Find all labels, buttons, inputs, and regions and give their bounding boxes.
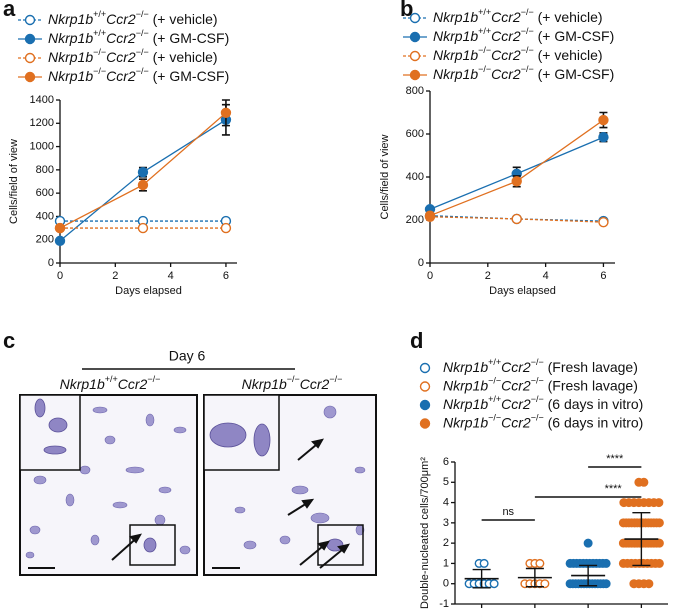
y-tick-label: 0 (418, 257, 424, 269)
y-axis-label: Cells/field of view (379, 134, 391, 219)
data-point (598, 114, 609, 126)
data-point (583, 538, 593, 548)
data-point (54, 235, 66, 247)
y-tick-label: 400 (36, 210, 54, 222)
legend-label: Nkrp1b+/+Ccr2−/− (+ GM-CSF) (433, 26, 614, 43)
legend-label: Nkrp1b+/+Ccr2−/− (Fresh lavage) (443, 357, 638, 374)
data-point (644, 579, 654, 589)
legend-marker (419, 381, 431, 392)
y-tick-label: 1000 (30, 140, 54, 152)
x-tick-label: 2 (485, 270, 491, 282)
data-point (639, 477, 649, 487)
x-tick-label: 0 (427, 270, 433, 282)
data-point (489, 579, 499, 589)
y-tick-label: 200 (406, 214, 424, 226)
data-point (424, 210, 436, 221)
significance-label: **** (606, 453, 624, 465)
x-axis-label: Days elapsed (115, 285, 182, 297)
cells (25, 405, 366, 559)
panel-label: c (3, 328, 15, 353)
legend-marker (419, 399, 431, 411)
data-point (137, 179, 149, 191)
data-point (479, 558, 489, 568)
data-point (598, 132, 609, 143)
data-point (654, 498, 664, 508)
y-tick-label: 600 (406, 128, 424, 140)
y-tick-label: 0 (443, 578, 449, 590)
y-tick-label: 800 (36, 164, 54, 176)
y-tick-label: 400 (406, 171, 424, 183)
legend-label: Nkrp1b+/+Ccr2−/− (+ vehicle) (48, 9, 218, 26)
data-point (598, 216, 609, 228)
data-point (54, 222, 66, 234)
data-point (654, 518, 664, 528)
x-tick-label: 0 (57, 270, 63, 282)
data-point (601, 558, 611, 568)
legend-label: Nkrp1b−/−Ccr2−/− (+ GM-CSF) (48, 66, 229, 83)
inset-cells (34, 398, 344, 553)
legend-marker (419, 362, 431, 374)
data-point (535, 558, 545, 568)
arrows (28, 438, 350, 569)
x-tick-label: 6 (600, 270, 606, 282)
x-axis-label: Days elapsed (489, 285, 556, 297)
legend-marker (409, 31, 421, 43)
legend-label: Nkrp1b+/+Ccr2−/− (+ GM-CSF) (48, 28, 229, 45)
panel-label: b (400, 0, 413, 21)
legend-marker (409, 12, 421, 24)
legend-label: Nkrp1b−/−Ccr2−/− (Fresh lavage) (443, 376, 638, 393)
legend-label: Nkrp1b−/−Ccr2−/− (6 days in vitro) (443, 413, 643, 430)
y-tick-label: 0 (48, 257, 54, 269)
y-tick-label: 200 (36, 234, 54, 246)
legend-marker (409, 50, 421, 62)
data-point (601, 579, 611, 589)
legend-label: Nkrp1b+/+Ccr2−/− (6 days in vitro) (443, 394, 643, 411)
data-point (137, 222, 149, 234)
legend-marker (24, 71, 36, 83)
panel-label: a (3, 0, 16, 21)
legend-label: Nkrp1b−/−Ccr2−/− (+ vehicle) (48, 47, 218, 64)
y-tick-label: 3 (443, 517, 449, 529)
data-point (654, 558, 664, 568)
y-tick-label: 5 (443, 476, 449, 488)
legend-marker (24, 52, 36, 64)
legend-label: Nkrp1b+/+Ccr2−/− (+ vehicle) (433, 7, 603, 24)
x-tick-label: 4 (543, 270, 549, 282)
data-point (511, 213, 522, 225)
panel-title: Day 6 (169, 348, 206, 364)
legend-marker (24, 33, 36, 45)
y-tick-label: 6 (443, 456, 449, 468)
legend-marker (24, 14, 36, 26)
data-point (220, 107, 232, 119)
y-tick-label: 800 (406, 85, 424, 97)
y-tick-label: 1400 (30, 94, 54, 106)
x-tick-label: 6 (223, 270, 229, 282)
data-point (511, 176, 522, 187)
significance-label: **** (605, 483, 623, 495)
data-point (654, 538, 664, 548)
legend-marker (419, 418, 431, 429)
micrograph-panel: c Day 6 Nkrp1b+/+Ccr2−/− Nkrp1b−/−Ccr2−/… (3, 328, 377, 576)
data-point (137, 166, 149, 178)
image-label: Nkrp1b−/−Ccr2−/− (242, 374, 343, 391)
y-tick-label: 2 (443, 537, 449, 549)
y-tick-label: 600 (36, 187, 54, 199)
legend-label: Nkrp1b−/−Ccr2−/− (+ GM-CSF) (433, 64, 614, 81)
panel-label: d (410, 328, 423, 353)
y-tick-label: 1 (443, 557, 449, 569)
legend-label: Nkrp1b−/−Ccr2−/− (+ vehicle) (433, 45, 603, 62)
y-tick-label: 1200 (30, 117, 54, 129)
image-label: Nkrp1b+/+Ccr2−/− (60, 374, 161, 391)
legend-marker (409, 69, 421, 81)
significance-label: ns (502, 506, 514, 518)
y-axis-label: Double-nucleated cells/700μm² (419, 457, 431, 609)
data-point (540, 579, 550, 589)
x-tick-label: 2 (112, 270, 118, 282)
y-axis-label: Cells/field of view (8, 139, 20, 224)
x-tick-label: 4 (168, 270, 174, 282)
data-point (220, 222, 232, 234)
y-tick-label: -1 (439, 598, 449, 610)
y-tick-label: 4 (443, 496, 449, 508)
